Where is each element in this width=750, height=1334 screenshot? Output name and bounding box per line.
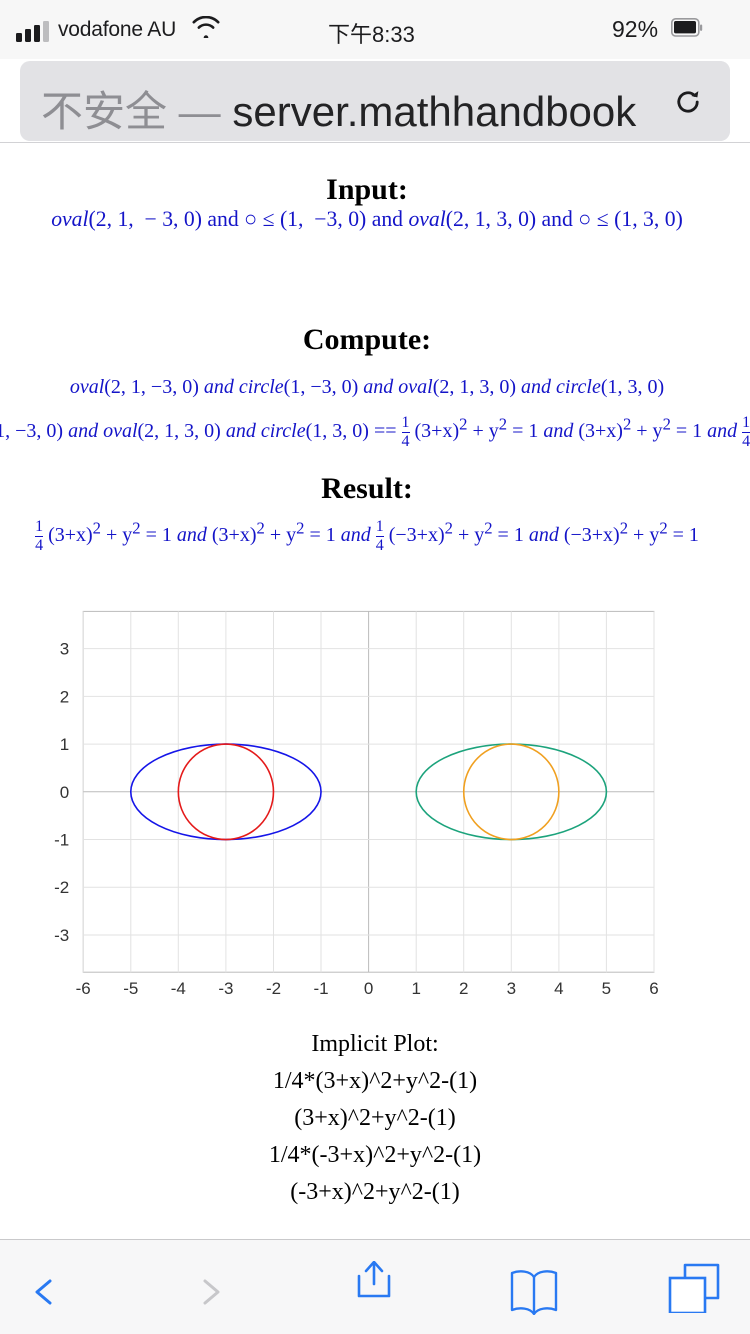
svg-text:0: 0 xyxy=(60,783,69,802)
svg-text:-3: -3 xyxy=(54,926,69,945)
svg-text:4: 4 xyxy=(554,979,563,998)
svg-text:-1: -1 xyxy=(54,831,69,850)
svg-text:1: 1 xyxy=(411,979,420,998)
svg-text:2: 2 xyxy=(60,687,69,706)
svg-text:-1: -1 xyxy=(313,979,328,998)
svg-text:-6: -6 xyxy=(76,979,91,998)
svg-text:2: 2 xyxy=(459,979,468,998)
svg-text:-3: -3 xyxy=(218,979,233,998)
svg-text:-2: -2 xyxy=(266,979,281,998)
svg-text:1: 1 xyxy=(60,735,69,754)
svg-text:0: 0 xyxy=(364,979,373,998)
svg-text:3: 3 xyxy=(507,979,516,998)
svg-text:5: 5 xyxy=(602,979,611,998)
svg-text:3: 3 xyxy=(60,640,69,659)
svg-text:-2: -2 xyxy=(54,878,69,897)
svg-text:6: 6 xyxy=(649,979,658,998)
svg-text:-4: -4 xyxy=(171,979,186,998)
svg-text:-5: -5 xyxy=(123,979,138,998)
